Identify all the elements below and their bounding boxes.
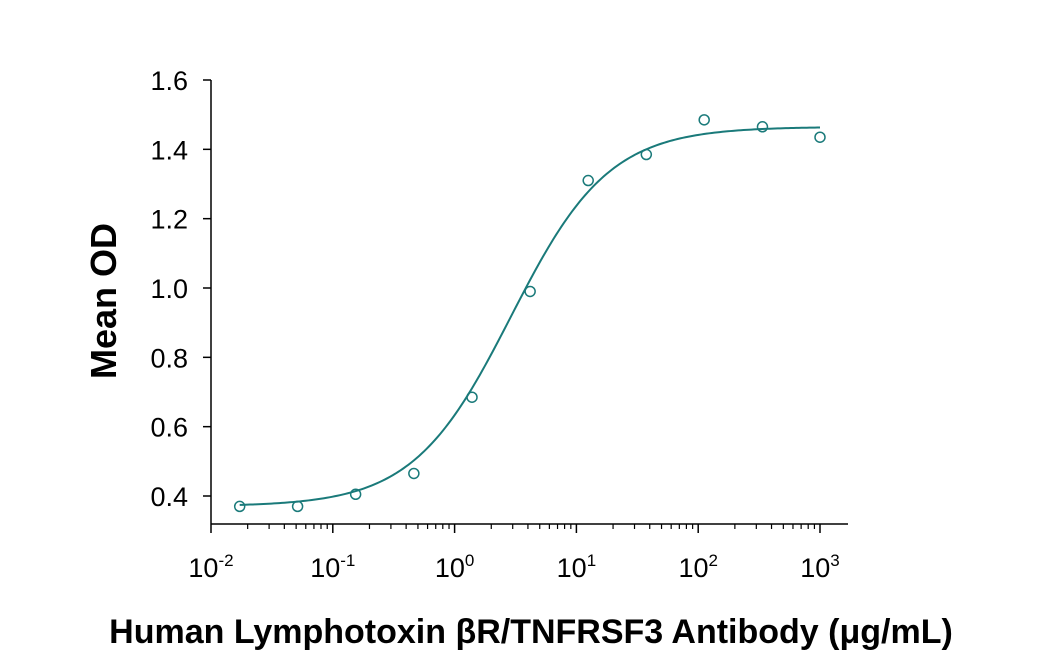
y-tick-labels: 0.4 0.6 0.8 1.0 1.2 1.4 1.6	[150, 66, 188, 512]
x-tick-labels: 10-2 10-1 100 101 102 103	[188, 551, 839, 583]
x-tick-exponent: 2	[708, 551, 717, 570]
y-tick-label: 1.4	[150, 135, 188, 165]
y-tick-label: 0.6	[150, 413, 188, 443]
x-tick-label: 10-2	[188, 551, 233, 583]
x-tick-base: 10	[800, 553, 830, 583]
x-tick-exponent: -2	[218, 551, 233, 570]
data-point	[582, 174, 594, 187]
x-tick-base: 10	[188, 553, 218, 583]
y-tick-label: 1.2	[150, 205, 188, 235]
data-point	[524, 285, 536, 298]
data-points	[233, 114, 826, 513]
x-tick-exponent: 3	[830, 551, 839, 570]
fit-curve	[239, 126, 821, 506]
data-point	[349, 488, 362, 501]
data-point	[291, 500, 304, 513]
y-tick-label: 0.4	[150, 482, 188, 512]
x-tick-label: 103	[800, 551, 840, 583]
y-tick-label: 1.6	[150, 66, 188, 96]
x-tick-label: 102	[678, 551, 718, 583]
y-ticks	[203, 79, 211, 497]
x-tick-base: 10	[310, 553, 340, 583]
axes	[210, 80, 848, 525]
x-ticks	[210, 524, 821, 533]
data-point	[233, 500, 246, 513]
x-tick-label: 100	[435, 551, 475, 583]
x-tick-base: 10	[678, 553, 708, 583]
data-point	[408, 467, 420, 480]
x-tick-base: 10	[435, 553, 465, 583]
x-tick-base: 10	[557, 553, 587, 583]
x-axis-label: Human Lymphotoxin βR/TNFRSF3 Antibody (μ…	[109, 613, 953, 651]
x-tick-exponent: 1	[587, 551, 596, 570]
x-tick-exponent: 0	[465, 551, 474, 570]
y-tick-label: 0.8	[150, 343, 188, 373]
data-point	[698, 114, 710, 126]
x-tick-label: 101	[557, 551, 597, 583]
y-axis-label: Mean OD	[83, 223, 124, 379]
data-point	[466, 391, 478, 403]
data-point	[756, 121, 769, 133]
data-point	[814, 131, 826, 143]
x-tick-label: 10-1	[310, 551, 355, 583]
data-point	[640, 148, 653, 161]
x-tick-exponent: -1	[340, 551, 355, 570]
y-tick-label: 1.0	[150, 274, 188, 304]
